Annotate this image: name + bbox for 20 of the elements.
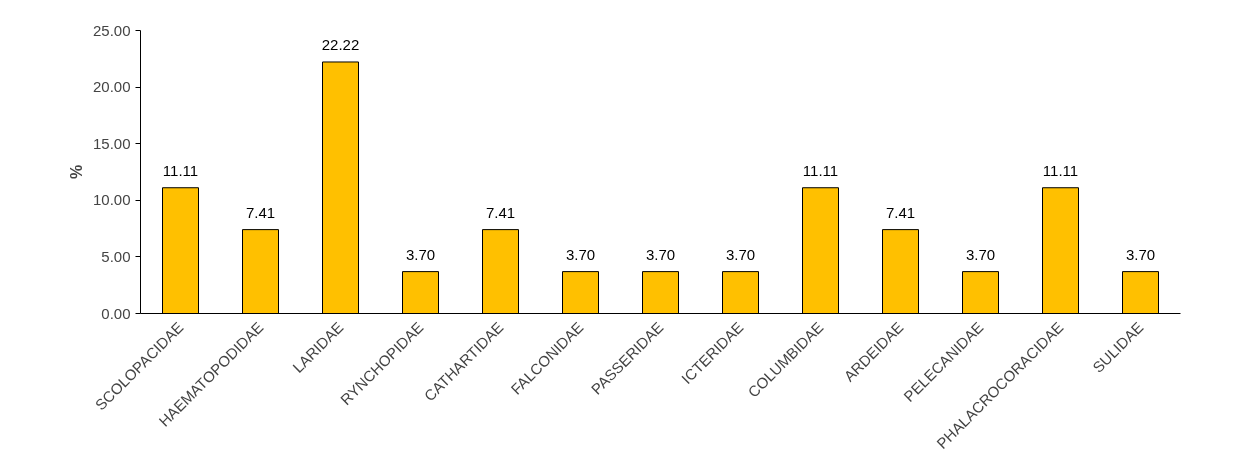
y-tick-label: 15.00 <box>92 134 131 152</box>
data-label: 11.11 <box>1042 161 1079 179</box>
y-tick-label: 0.00 <box>101 304 131 322</box>
data-label: 11.11 <box>802 161 839 179</box>
data-label: 3.70 <box>405 245 436 263</box>
y-axis-title: % <box>67 164 85 180</box>
y-tick-label: 25.00 <box>92 21 131 39</box>
data-label: 22.22 <box>321 35 360 53</box>
data-label: 7.41 <box>885 203 916 221</box>
data-label: 3.70 <box>965 245 996 263</box>
y-tick-label: 10.00 <box>92 191 131 209</box>
data-label: 7.41 <box>245 203 276 221</box>
y-tick-label: 20.00 <box>92 78 131 96</box>
data-label: 7.41 <box>485 203 516 221</box>
data-label: 3.70 <box>565 245 596 263</box>
data-label: 11.11 <box>162 161 199 179</box>
data-label: 3.70 <box>1125 245 1156 263</box>
data-label: 3.70 <box>645 245 676 263</box>
y-tick-label: 5.00 <box>101 247 131 265</box>
data-label: 3.70 <box>725 245 756 263</box>
